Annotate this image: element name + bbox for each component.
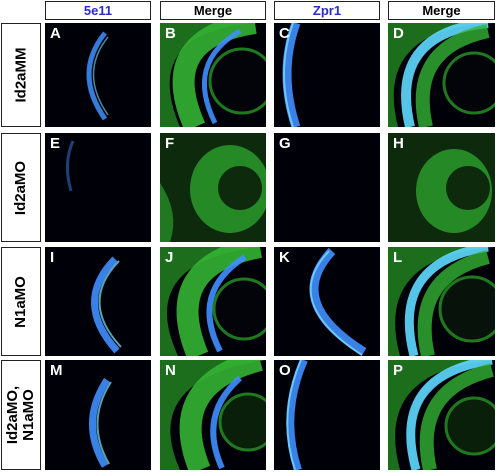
photoreceptor-merge-image bbox=[388, 247, 495, 356]
retina-blue-arc bbox=[89, 378, 112, 468]
panel-a: A bbox=[45, 23, 151, 127]
retina-blue-arc bbox=[91, 256, 122, 354]
panel-label: J bbox=[165, 249, 174, 266]
panel-label: L bbox=[393, 249, 403, 266]
panel-label: G bbox=[279, 135, 291, 152]
column-header-merge-2: Merge bbox=[388, 1, 495, 20]
row-header-n1amo: N1aMO bbox=[1, 247, 41, 356]
panel-label: O bbox=[279, 362, 291, 379]
panel-label: I bbox=[50, 249, 55, 266]
panel-j: J bbox=[160, 247, 266, 356]
panel-b: B bbox=[160, 23, 266, 127]
retina-merge-image bbox=[160, 247, 266, 356]
photoreceptor-blue-arc bbox=[309, 247, 367, 356]
panel-label: F bbox=[165, 135, 175, 152]
panel-label: C bbox=[279, 25, 290, 42]
panel-e: E bbox=[45, 133, 151, 242]
retina-merge-image bbox=[388, 133, 495, 242]
photoreceptor-blue-arc bbox=[286, 360, 308, 470]
panel-n: N bbox=[160, 360, 266, 470]
panel-label: B bbox=[165, 25, 176, 42]
panel-g: G bbox=[274, 133, 380, 242]
panel-p: P bbox=[388, 360, 495, 470]
panel-label: P bbox=[393, 362, 404, 379]
row-header-id2amm: Id2aMM bbox=[1, 23, 41, 127]
panel-label: M bbox=[50, 362, 63, 379]
retina-blue-arc bbox=[86, 31, 109, 121]
panel-o: O bbox=[274, 360, 380, 470]
panel-i: I bbox=[45, 247, 151, 356]
panel-label: K bbox=[279, 249, 290, 266]
column-header-merge-1: Merge bbox=[160, 1, 266, 20]
row-header-id2amo: Id2aMO bbox=[1, 133, 41, 242]
retina-merge-image bbox=[160, 23, 266, 127]
column-header-zpr1: Zpr1 bbox=[274, 1, 380, 20]
panel-l: L bbox=[388, 247, 495, 356]
faint-blue-signal bbox=[66, 140, 75, 192]
panel-label: N bbox=[165, 362, 176, 379]
row-header-id2amo-n1amo: Id2aMO, N1aMO bbox=[1, 360, 41, 470]
panel-label: A bbox=[50, 25, 61, 42]
retina-merge-image bbox=[160, 360, 266, 470]
panel-m: M bbox=[45, 360, 151, 470]
photoreceptor-merge-image bbox=[388, 23, 495, 127]
panel-f: F bbox=[160, 133, 266, 242]
panel-label: E bbox=[50, 135, 61, 152]
panel-k: K bbox=[274, 247, 380, 356]
photoreceptor-merge-image bbox=[388, 360, 495, 470]
panel-h: H bbox=[388, 133, 495, 242]
retina-merge-image bbox=[160, 133, 266, 242]
panel-c: C bbox=[274, 23, 380, 127]
panel-label: H bbox=[393, 135, 404, 152]
panel-d: D bbox=[388, 23, 495, 127]
panel-label: D bbox=[393, 25, 404, 42]
photoreceptor-blue-arc bbox=[282, 23, 301, 127]
column-header-5e11: 5e11 bbox=[45, 1, 151, 20]
